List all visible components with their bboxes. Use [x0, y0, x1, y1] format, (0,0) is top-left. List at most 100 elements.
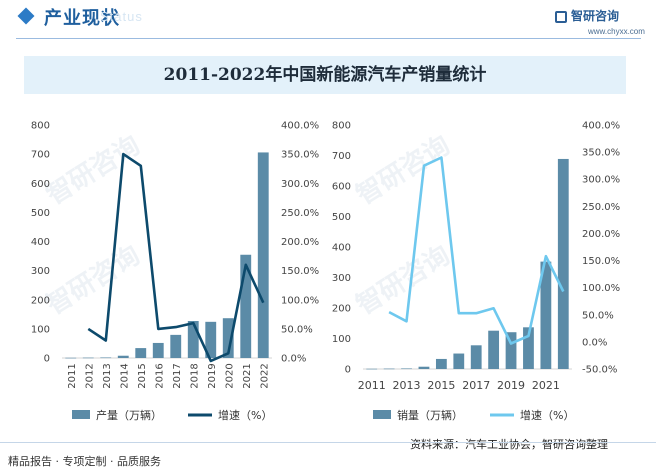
bar: [222, 318, 234, 358]
y2-tick-label: 200.0%: [582, 229, 620, 240]
bar: [205, 321, 217, 358]
bar: [117, 355, 129, 358]
legend-line-label: 增速（%）: [520, 408, 574, 422]
bar: [418, 366, 430, 369]
y2-tick-label: 350.0%: [582, 148, 620, 159]
legend-line-label: 增速（%）: [218, 408, 272, 422]
bar: [470, 345, 482, 369]
y2-tick-label: 250.0%: [582, 202, 620, 213]
y-tick-label: 400: [332, 243, 351, 254]
y-tick-label: 200: [332, 304, 351, 315]
bar: [100, 357, 112, 359]
y2-tick-label: 50.0%: [582, 310, 614, 321]
y-tick-label: 500: [332, 212, 351, 223]
x-tick-label: 2016: [154, 363, 165, 388]
bar: [65, 357, 77, 359]
brand-logo: 智研咨询: [555, 7, 619, 24]
y2-tick-label: -50.0%: [582, 365, 617, 376]
header-divider: [16, 38, 641, 39]
y-tick-label: 200: [31, 295, 50, 306]
y2-tick-label: 350.0%: [281, 150, 319, 161]
y-tick-label: 100: [31, 324, 50, 335]
site-url: www.chyxx.com: [588, 27, 645, 36]
x-tick-label: 2015: [137, 363, 148, 388]
legend-bar-swatch: [72, 410, 90, 419]
legend-bar-label: 销量（万辆）: [397, 408, 463, 422]
x-tick-label: 2018: [189, 363, 200, 388]
bar: [82, 357, 94, 359]
y-tick-label: 100: [332, 334, 351, 345]
bar: [488, 330, 500, 369]
y2-tick-label: 50.0%: [281, 324, 313, 335]
y-tick-label: 300: [31, 266, 50, 277]
x-tick-label: 2020: [224, 363, 235, 388]
x-tick-label: 2021: [242, 363, 253, 388]
bar: [401, 368, 412, 370]
y2-tick-label: 0.0%: [582, 337, 607, 348]
section-title: 产业现状: [44, 8, 120, 29]
y-tick-label: 500: [31, 208, 50, 219]
logo-icon: [555, 11, 567, 23]
chart-title-bar: 2011-2022年中国新能源汽车产销量统计: [24, 56, 626, 94]
y-tick-label: 700: [332, 151, 351, 162]
growth-line: [388, 156, 565, 345]
x-tick-label: 2021: [532, 379, 560, 392]
y-tick-label: 800: [31, 121, 50, 132]
bar: [523, 327, 534, 369]
y2-tick-label: 400.0%: [582, 121, 620, 132]
y-tick-label: 300: [332, 273, 351, 284]
y2-tick-label: 150.0%: [582, 256, 620, 267]
x-tick-label: 2011: [67, 363, 78, 388]
footer-tagline: 精品报告 · 专项定制 · 品质服务: [8, 455, 161, 468]
bar: [187, 321, 199, 358]
y2-tick-label: 250.0%: [281, 208, 319, 219]
y-tick-label: 600: [31, 179, 50, 190]
bar: [152, 342, 164, 358]
y2-tick-label: 300.0%: [582, 175, 620, 186]
y-tick-label: 700: [31, 150, 50, 161]
y2-tick-label: 150.0%: [281, 266, 319, 277]
x-tick-label: 2013: [102, 363, 113, 388]
y-tick-label: 800: [332, 121, 351, 132]
bar: [135, 348, 147, 358]
source-note: 资料来源：汽车工业协会，智研咨询整理: [410, 438, 608, 451]
x-tick-label: 2017: [462, 379, 490, 392]
y-tick-label: 0: [44, 354, 50, 365]
page-footer: 精品报告 · 专项定制 · 品质服务: [0, 442, 656, 469]
x-tick-label: 2014: [119, 363, 130, 388]
y2-tick-label: 300.0%: [281, 179, 319, 190]
growth-line: [87, 152, 265, 363]
chart-title: 2011-2022年中国新能源汽车产销量统计: [163, 65, 487, 85]
bar: [505, 332, 517, 369]
y2-tick-label: 100.0%: [281, 295, 319, 306]
bar: [557, 158, 569, 369]
bar: [257, 152, 269, 358]
bar: [435, 358, 447, 369]
x-tick-label: 2012: [84, 363, 95, 388]
bar: [383, 368, 395, 370]
x-tick-label: 2015: [427, 379, 455, 392]
x-tick-label: 2017: [172, 363, 183, 388]
logo-name: 智研咨询: [571, 9, 620, 23]
ghost-text: Status: [100, 9, 143, 24]
y-tick-label: 0: [345, 365, 351, 376]
x-tick-label: 2022: [259, 363, 270, 388]
bar: [453, 353, 465, 369]
x-tick-label: 2019: [207, 363, 218, 388]
y-tick-label: 600: [332, 182, 351, 193]
x-tick-label: 2011: [358, 379, 386, 392]
bar: [366, 368, 378, 370]
bar: [540, 261, 552, 369]
page-header: 产业现状 Status 智研咨询 www.chyxx.com: [0, 0, 656, 40]
x-tick-label: 2013: [393, 379, 421, 392]
legend-bar-label: 产量（万辆）: [96, 408, 162, 422]
y-tick-label: 400: [31, 237, 50, 248]
x-tick-label: 2019: [497, 379, 525, 392]
legend-bar-swatch: [373, 410, 391, 419]
bar: [170, 334, 182, 358]
y2-tick-label: 100.0%: [582, 283, 620, 294]
y2-tick-label: 400.0%: [281, 121, 319, 132]
bar: [240, 254, 252, 358]
y2-tick-label: 0.0%: [281, 354, 306, 365]
